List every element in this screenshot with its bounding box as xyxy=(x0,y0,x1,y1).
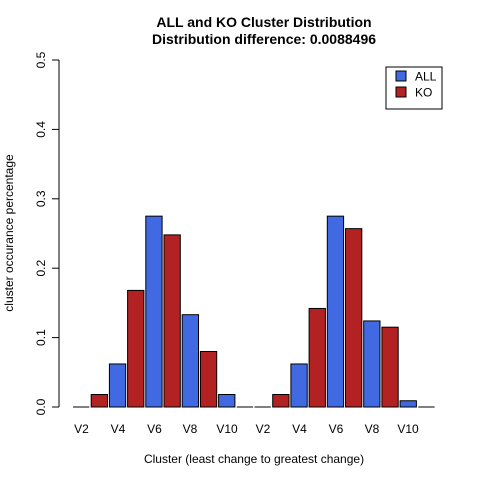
y-tick-label: 0.4 xyxy=(34,121,48,138)
legend-swatch-all xyxy=(395,70,407,82)
y-axis: 0.0 0.1 0.2 0.3 0.4 0.5 xyxy=(34,51,60,415)
y-axis-label: cluster occurance percentage xyxy=(2,154,16,312)
x-tick-label: V4 xyxy=(111,422,126,436)
bar-ko-v2 xyxy=(90,394,108,408)
bar-all-v5 xyxy=(326,215,345,408)
legend-box xyxy=(385,66,443,110)
bars xyxy=(73,215,435,408)
bar-all-v5 xyxy=(145,215,163,408)
bar-all-v3 xyxy=(108,363,127,408)
chart-subtitle: Distribution difference: 0.0088496 xyxy=(152,31,376,47)
x-tick-label: V6 xyxy=(147,422,162,436)
x-tick-label: V10 xyxy=(216,422,238,436)
x-tick-label: V8 xyxy=(365,422,380,436)
legend: ALL KO xyxy=(385,66,443,110)
chart-title: ALL and KO Cluster Distribution xyxy=(156,14,371,30)
bar-all-v7 xyxy=(363,320,381,408)
x-axis-tick-labels: V2 V4 V6 V8 V10 V2 V4 V6 V8 V10 xyxy=(74,422,419,436)
bar-all-v9 xyxy=(399,400,417,408)
x-axis-label: Cluster (least change to greatest change… xyxy=(144,452,364,466)
bar-ko-v4 xyxy=(127,289,145,408)
bar-ko-v6 xyxy=(345,228,363,408)
bar-ko-v8 xyxy=(381,326,399,408)
bar-ko-v6 xyxy=(163,234,181,408)
x-tick-label: V2 xyxy=(256,422,271,436)
legend-label-ko: KO xyxy=(415,86,432,100)
bar-ko-v4 xyxy=(308,307,326,408)
y-tick-label: 0.3 xyxy=(34,190,48,207)
bar-ko-v8 xyxy=(199,350,218,408)
x-tick-label: V4 xyxy=(292,422,307,436)
legend-swatch-ko xyxy=(395,86,407,98)
x-tick-label: V10 xyxy=(397,422,419,436)
y-tick-label: 0.0 xyxy=(34,398,48,415)
bar-all-v9 xyxy=(218,394,236,408)
legend-label-all: ALL xyxy=(415,70,437,84)
x-tick-label: V6 xyxy=(329,422,344,436)
bar-all-v3 xyxy=(290,363,308,408)
bar-ko-v2 xyxy=(272,394,290,408)
x-tick-label: V8 xyxy=(183,422,198,436)
bar-all-v7 xyxy=(181,314,199,408)
y-tick-label: 0.2 xyxy=(34,260,48,277)
y-tick-label: 0.1 xyxy=(34,329,48,346)
y-tick-label: 0.5 xyxy=(34,51,48,68)
x-tick-label: V2 xyxy=(74,422,89,436)
